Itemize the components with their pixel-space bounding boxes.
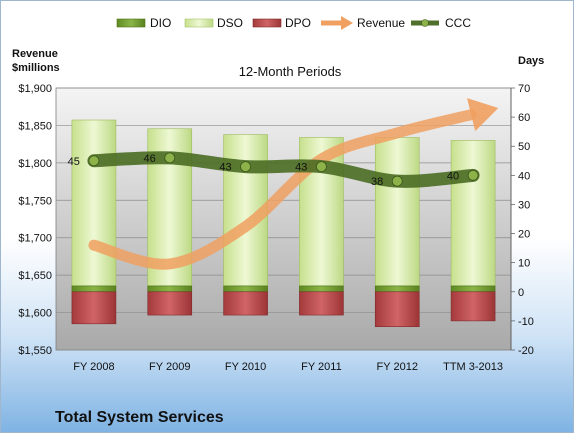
dso-bar (71, 119, 117, 287)
legend-ccc-label: CCC (445, 16, 471, 30)
right-tick-label: 50 (518, 141, 530, 153)
ccc-line (87, 151, 480, 188)
x-axis: FY 2008 FY 2009 FY 2010 FY 2011 FY 2012 TTM 3… (73, 361, 503, 373)
legend-dio: DIO (116, 16, 171, 30)
right-tick-label: -20 (518, 345, 534, 357)
left-tick-label: $1,800 (18, 158, 52, 170)
x-tick-label: FY 2011 (301, 361, 342, 373)
dso-bar (374, 137, 420, 287)
left-axis: $1,550 $1,600 $1,650 $1,700 $1,750 $1,800 $1,8… (18, 83, 52, 357)
ccc-point (88, 155, 100, 167)
left-tick-label: $1,550 (18, 345, 52, 357)
x-tick-label: FY 2009 (149, 361, 190, 373)
left-tick-label: $1,900 (18, 83, 52, 95)
legend-revenue-arrow-icon (341, 16, 353, 30)
left-tick-label: $1,850 (18, 120, 52, 132)
left-tick-label: $1,600 (18, 308, 52, 320)
dio-bar (223, 285, 268, 293)
gridlines (56, 87, 511, 351)
legend-dpo: DPO (252, 16, 311, 30)
y-right-title: Days (518, 55, 544, 67)
x-tick-label: FY 2010 (225, 361, 266, 373)
dpo-bar (71, 291, 117, 325)
legend-dso-label: DSO (217, 16, 243, 30)
x-tick-label: FY 2008 (73, 361, 114, 373)
dio-bar (71, 285, 117, 293)
dso-bar (450, 140, 496, 287)
right-tick-label: 60 (518, 112, 530, 124)
left-tick-label: $1,750 (18, 195, 52, 207)
y-left-title-line1: Revenue (12, 48, 58, 60)
dpo-bar (147, 291, 193, 316)
ccc-point (316, 161, 327, 173)
dio-bar (147, 285, 193, 293)
lines: 45 46 43 43 38 40 (68, 98, 499, 270)
dpo-bar (450, 291, 496, 322)
dio-bar (299, 285, 344, 293)
right-tick-label: 0 (518, 287, 524, 299)
right-tick-label: -10 (518, 316, 534, 328)
ccc-point (391, 175, 403, 187)
right-axis: -20 -10 0 10 20 30 40 50 60 70 (510, 83, 534, 357)
legend-revenue: Revenue (321, 16, 405, 30)
ccc-data-label: 43 (295, 162, 307, 174)
ccc-point (240, 161, 251, 173)
ccc-point (467, 169, 479, 181)
legend-dio-swatch (116, 18, 146, 28)
legend-dio-label: DIO (150, 16, 171, 30)
legend-revenue-label: Revenue (357, 16, 405, 30)
x-tick-label: TTM 3-2013 (443, 361, 503, 373)
company-name: Total System Services (55, 409, 224, 426)
legend-dpo-swatch (252, 18, 282, 28)
ccc-data-label: 45 (68, 156, 80, 168)
right-tick-label: 70 (518, 83, 530, 95)
y-left-title-line2: $millions (12, 62, 60, 74)
right-tick-label: 40 (518, 170, 530, 182)
dpo-bar (374, 291, 420, 328)
dpo-bar (299, 291, 344, 316)
legend: DIO DSO DPO Revenue CCC (116, 16, 471, 30)
revenue-line (88, 109, 477, 270)
revenue-arrowhead (467, 98, 499, 132)
legend-ccc: CCC (411, 16, 471, 30)
plot-area (55, 87, 512, 351)
left-tick-label: $1,650 (18, 270, 52, 282)
dio-bar (374, 285, 420, 293)
ccc-data-label: 38 (371, 176, 383, 188)
dpo-bar (223, 291, 268, 316)
right-tick-label: 30 (518, 199, 530, 211)
ccc-data-label: 40 (447, 170, 459, 182)
ccc-data-label: 43 (219, 162, 231, 174)
right-tick-label: 20 (518, 229, 530, 241)
legend-dso-swatch (184, 18, 214, 28)
dio-bar (450, 285, 496, 293)
left-tick-label: $1,700 (18, 233, 52, 245)
x-tick-label: FY 2012 (377, 361, 418, 373)
ccc-data-label: 46 (144, 153, 156, 165)
ccc-point (164, 152, 176, 164)
legend-dpo-label: DPO (285, 16, 311, 30)
legend-ccc-marker (421, 19, 429, 27)
legend-dso: DSO (184, 16, 243, 30)
right-tick-label: 10 (518, 258, 530, 270)
chart-title: 12-Month Periods (239, 64, 342, 79)
